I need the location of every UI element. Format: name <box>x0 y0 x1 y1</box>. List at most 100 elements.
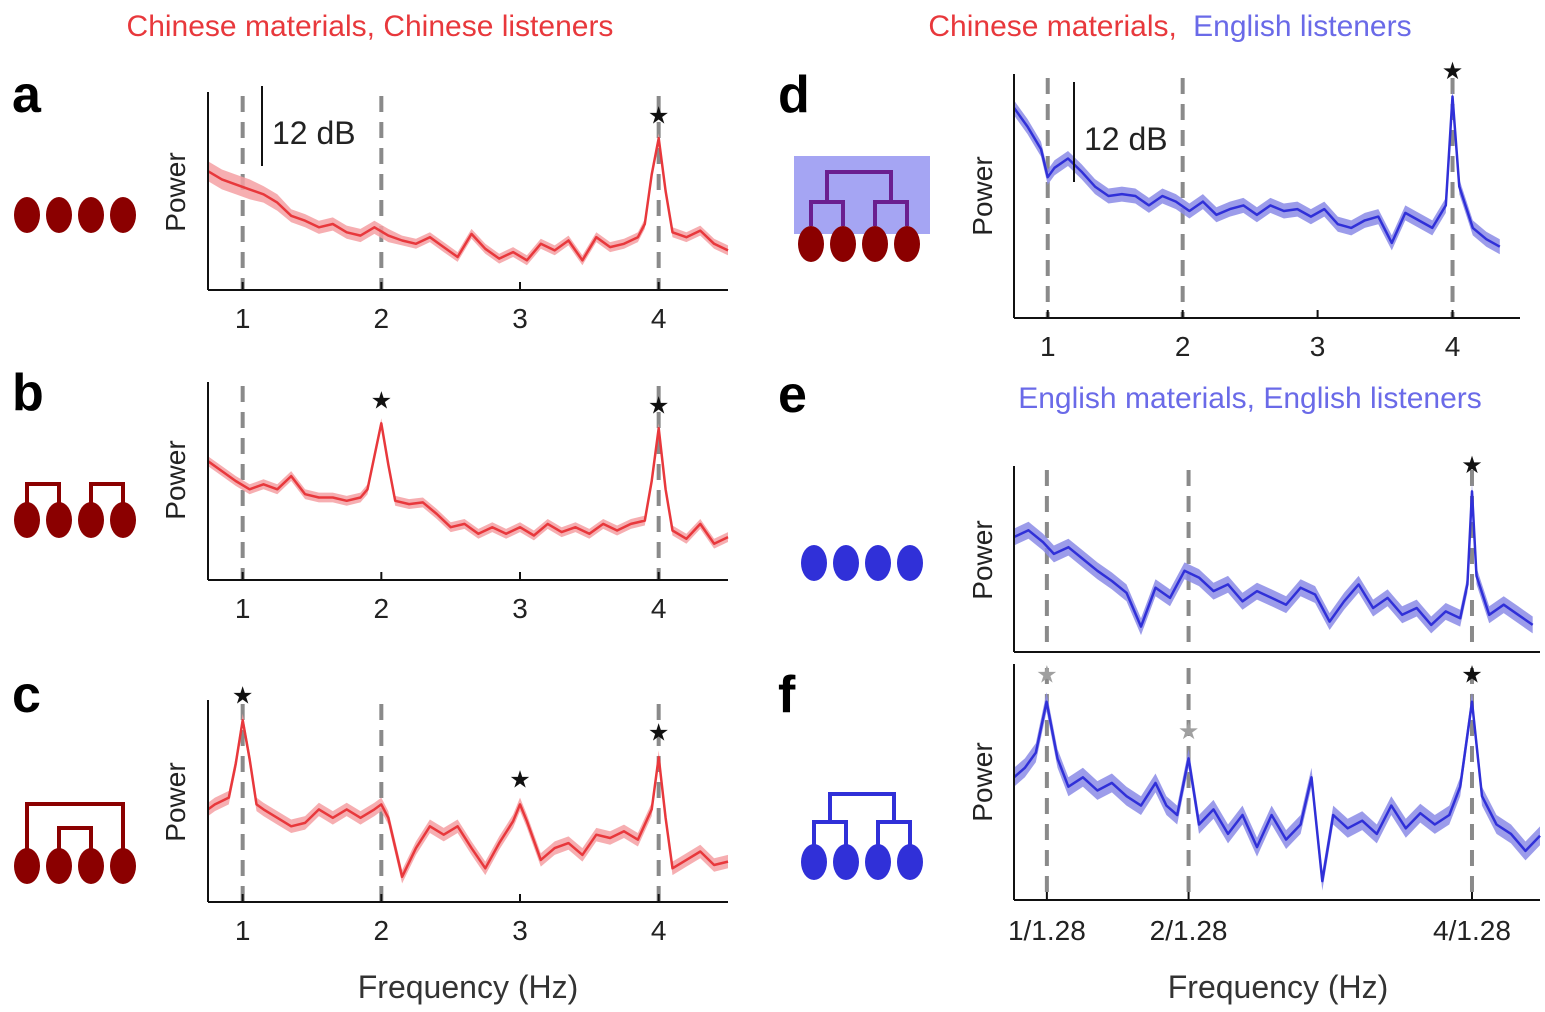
header-right-materials: Chinese materials, <box>928 10 1176 43</box>
panel-e-header: English materials, English listeners <box>1018 382 1482 415</box>
error-band-a <box>208 133 728 266</box>
syllable-dot <box>801 844 827 880</box>
significance-star-c-2: ★ <box>648 719 670 747</box>
panel-letter-e: e <box>778 366 807 424</box>
icon-syllables-e <box>801 545 923 581</box>
x-tick-label-f-0: 1/1.28 <box>1008 915 1086 946</box>
plot-d: Power 1 2 3 4 ★ 12 dB <box>967 57 1520 362</box>
syllable-dot <box>833 545 859 581</box>
phrase-bracket-1 <box>89 482 125 506</box>
syllable-dot <box>798 226 824 262</box>
significance-star-f-2: ★ <box>1461 660 1483 688</box>
syllable-dot <box>897 844 923 880</box>
plot-e: Power ★ <box>967 451 1540 653</box>
error-band-b <box>208 418 728 549</box>
x-axis-label-left: Frequency (Hz) <box>358 969 579 1005</box>
y-axis-label-c: Power <box>160 762 191 841</box>
significance-star-e-0: ★ <box>1461 451 1483 479</box>
syllable-dot <box>14 197 40 233</box>
tree-branches <box>809 170 909 226</box>
syllable-dot <box>833 844 859 880</box>
x-tick-label-c-3: 4 <box>651 915 667 946</box>
tree-background <box>794 156 930 234</box>
syllable-dot <box>865 844 891 880</box>
syllable-dot <box>110 502 136 538</box>
icon-tree-f <box>801 792 923 880</box>
series-line-c <box>207 718 729 879</box>
x-tick-label-f-1: 2/1.28 <box>1150 915 1228 946</box>
icon-tree-c <box>14 802 136 884</box>
significance-star-f-0: ★ <box>1036 660 1058 688</box>
panel-letter-b: b <box>12 364 44 422</box>
syllable-dot <box>46 848 72 884</box>
syllable-dot <box>110 848 136 884</box>
plot-b: Power 1 2 3 4 ★ ★ <box>160 382 729 624</box>
syllable-dot <box>78 502 104 538</box>
series-line-d <box>1012 95 1501 248</box>
syllable-dot <box>830 226 856 262</box>
header-left: Chinese materials, Chinese listeners <box>127 10 614 43</box>
panel-letter-a: a <box>12 66 42 124</box>
plot-c: Power 1 2 3 4 ★ ★ ★ <box>160 681 729 946</box>
x-tick-label-a-3: 4 <box>651 303 667 334</box>
significance-star-b-1: ★ <box>648 391 670 419</box>
syllable-dot <box>78 197 104 233</box>
tree-branch-mid <box>57 826 93 852</box>
x-tick-label-c-0: 1 <box>235 915 251 946</box>
x-tick-label-f-2: 4/1.28 <box>1433 915 1511 946</box>
x-tick-label-a-1: 2 <box>374 303 390 334</box>
header-right: Chinese materials, English listeners <box>928 10 1411 43</box>
icon-phrases-b <box>14 482 136 538</box>
x-tick-label-b-0: 1 <box>235 593 251 624</box>
panel-letter-f: f <box>778 666 796 724</box>
y-axis-label-f: Power <box>967 742 998 821</box>
x-tick-label-d-0: 1 <box>1040 331 1056 362</box>
panel-letter-c: c <box>12 666 41 724</box>
header-right-listeners: English listeners <box>1193 10 1411 43</box>
series-line-b <box>207 422 729 545</box>
x-tick-label-c-1: 2 <box>374 915 390 946</box>
syllable-dot <box>862 226 888 262</box>
x-tick-label-a-2: 3 <box>512 303 528 334</box>
significance-star-c-0: ★ <box>232 681 254 709</box>
x-tick-label-d-2: 3 <box>1310 331 1326 362</box>
tree-branch-top <box>25 802 125 852</box>
significance-star-f-1: ★ <box>1178 717 1200 745</box>
significance-star-d-0: ★ <box>1442 57 1464 85</box>
scale-bar-label-d: 12 dB <box>1084 121 1168 157</box>
panel-letter-d: d <box>778 66 810 124</box>
y-axis-label-a: Power <box>160 152 191 231</box>
y-axis-label-d: Power <box>967 156 998 235</box>
scale-bar-label-a: 12 dB <box>272 115 356 151</box>
error-band-e <box>1014 482 1533 636</box>
syllable-dot <box>894 226 920 262</box>
significance-star-a-0: ★ <box>648 101 670 129</box>
y-axis-label-e: Power <box>967 520 998 599</box>
syllable-dot <box>14 502 40 538</box>
x-tick-label-b-1: 2 <box>374 593 390 624</box>
x-tick-label-d-3: 4 <box>1445 331 1461 362</box>
y-axis-label-b: Power <box>160 440 191 519</box>
syllable-dot <box>801 545 827 581</box>
series-line-f <box>1013 700 1541 883</box>
x-tick-label-d-1: 2 <box>1175 331 1191 362</box>
icon-syllables-a <box>14 197 136 233</box>
x-tick-label-b-2: 3 <box>512 593 528 624</box>
syllable-dot <box>78 848 104 884</box>
icon-tree-d <box>794 156 930 262</box>
syllable-dot <box>897 545 923 581</box>
error-band-c <box>208 713 728 884</box>
syllable-dot <box>46 197 72 233</box>
series-line-a <box>207 136 729 262</box>
tree-branches <box>812 792 912 848</box>
syllable-dot <box>14 848 40 884</box>
x-tick-label-b-3: 4 <box>651 593 667 624</box>
plot-f: Power 1/1.28 2/1.28 4/1.28 ★ ★ ★ <box>967 660 1541 946</box>
syllable-dot <box>46 502 72 538</box>
x-axis-label-right: Frequency (Hz) <box>1168 969 1389 1005</box>
plot-a: Power 1 2 3 4 ★ 12 dB <box>160 86 729 334</box>
error-band-d <box>1014 89 1500 255</box>
x-tick-label-a-0: 1 <box>235 303 251 334</box>
significance-star-b-0: ★ <box>371 386 393 414</box>
